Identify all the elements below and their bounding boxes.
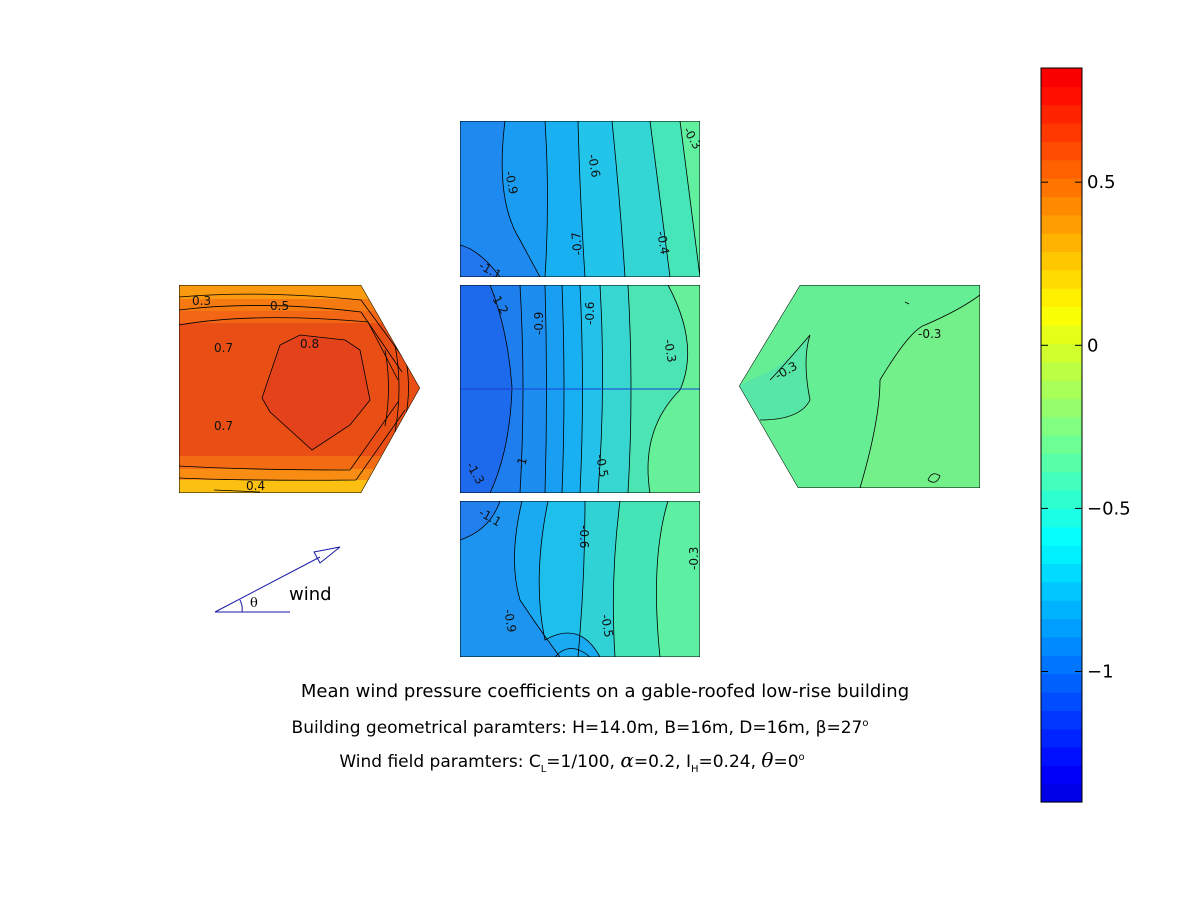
colorbar-band: [1041, 178, 1082, 198]
leeward-wall-panel: -0.3 -0.3: [739, 285, 980, 488]
contour-label: 0.5: [270, 299, 289, 313]
building-parameters: Building geometrical paramters: H=14.0m,…: [292, 718, 869, 738]
contour-label: 0.3: [192, 294, 211, 308]
beta-unit: o: [862, 718, 868, 729]
theta-unit: o: [799, 752, 805, 763]
cl-value: =1/100,: [546, 752, 615, 772]
colorbar-band: [1041, 490, 1082, 509]
theta-symbol: θ: [761, 748, 773, 772]
colorbar-band: [1041, 471, 1082, 491]
colorbar-tick-label: 0: [1087, 335, 1098, 356]
colorbar-band: [1041, 214, 1082, 234]
lower-roof-panel: -1.1 -0.6 -0.9 -0.5 -0.3: [460, 501, 701, 657]
colorbar-frame: [1040, 67, 1083, 803]
colorbar-band: [1041, 86, 1082, 106]
colorbar-band: [1041, 141, 1082, 161]
colorbar-band: [1041, 306, 1082, 326]
colorbar-tick-label: −0.5: [1087, 498, 1131, 519]
wind-label: wind: [289, 584, 332, 605]
contour-label: -0.4: [654, 230, 672, 255]
ih-value: =0.24,: [699, 752, 757, 772]
ih-subscript: H: [691, 764, 699, 775]
contour-label: 0.8: [300, 337, 319, 351]
side-wall-panel: -1.2 -0.9 -0.6 -0.3 -1.3 -1 -0.5: [460, 285, 700, 493]
colorbar-band: [1041, 526, 1082, 546]
contour-label: 0.7: [214, 341, 233, 355]
wind-field-parameters: Wind field paramters: CL=1/100, α=0.2, I…: [339, 748, 804, 775]
contour-label: -0.7: [569, 231, 585, 256]
colorbar-tick-label: 0.5: [1087, 172, 1116, 193]
colorbar-band: [1041, 416, 1082, 436]
colorbar-band: [1041, 233, 1082, 253]
contour-label: -0.5: [593, 453, 611, 478]
theta-value: =0: [773, 752, 798, 772]
colorbar-band: [1041, 398, 1082, 418]
alpha-value: =0.2, I: [634, 752, 691, 772]
windward-wall-panel: 0.3 0.5 0.7 0.8 0.7 0.4: [179, 285, 420, 493]
wind-arrow-icon: [313, 546, 341, 564]
alpha-symbol: α: [620, 748, 634, 772]
contour-label: -0.3: [687, 547, 701, 570]
contour-label: -0.3: [661, 338, 679, 363]
wind-field-label: Wind field paramters: C: [339, 752, 540, 772]
contour-label: -0.5: [598, 613, 616, 638]
colorbar-band: [1041, 673, 1082, 693]
upper-roof-panel: -0.9 -0.6 -0.3 -0.7 -0.4 -1.1: [460, 121, 700, 277]
colorbar-band: [1041, 269, 1082, 289]
colorbar-band: [1041, 581, 1082, 601]
wind-direction-indicator: θ wind: [214, 546, 341, 613]
colorbar-band: [1041, 545, 1082, 565]
colorbar-band: [1041, 435, 1082, 454]
cl-subscript: L: [541, 764, 547, 775]
beta-label: β=27: [816, 718, 863, 738]
colorbar-band: [1041, 618, 1082, 638]
colorbar-band: [1041, 600, 1082, 620]
colorbar-band: [1041, 691, 1082, 711]
theta-label: θ: [250, 596, 258, 611]
contour-label: -0.9: [501, 608, 519, 633]
contour-label: 0.7: [214, 419, 233, 433]
contour-label: -0.6: [583, 302, 597, 325]
colorbar: 0.5 0 −0.5 −1: [1040, 67, 1131, 803]
colorbar-band: [1041, 288, 1082, 308]
contour-label: -1: [513, 456, 530, 471]
colorbar-band: [1041, 636, 1082, 656]
colorbar-band: [1041, 251, 1082, 271]
colorbar-band: [1041, 104, 1082, 124]
colorbar-band: [1041, 508, 1082, 528]
colorbar-band: [1041, 196, 1082, 216]
colorbar-band: [1041, 710, 1082, 730]
contour-label: -0.9: [502, 170, 521, 196]
colorbar-tick-label: −1: [1087, 662, 1114, 683]
colorbar-band: [1041, 783, 1082, 803]
windward-wall-labels: 0.3 0.5 0.7 0.8 0.7 0.4: [192, 294, 319, 493]
colorbar-band: [1041, 159, 1082, 179]
colorbar-band: [1041, 343, 1082, 363]
figure-title: Mean wind pressure coefficients on a gab…: [301, 681, 909, 702]
colorbar-band: [1041, 453, 1082, 473]
contour-label: -0.9: [532, 312, 546, 335]
colorbar-band: [1041, 563, 1082, 583]
colorbar-band: [1041, 361, 1082, 381]
contour-label: -0.6: [577, 525, 591, 548]
colorbar-band: [1041, 68, 1082, 87]
contour-label: -0.6: [585, 153, 603, 178]
contour-label: 0.4: [246, 479, 265, 493]
colorbar-band: [1041, 123, 1082, 142]
colorbar-band: [1041, 728, 1082, 748]
colorbar-band: [1041, 765, 1082, 785]
building-label: Building geometrical paramters: H=14.0m,…: [292, 718, 811, 738]
colorbar-band: [1041, 655, 1082, 675]
colorbar-band: [1041, 324, 1082, 344]
colorbar-band: [1041, 379, 1082, 399]
colorbar-band: [1041, 746, 1082, 766]
contour-label: -0.3: [918, 327, 941, 341]
